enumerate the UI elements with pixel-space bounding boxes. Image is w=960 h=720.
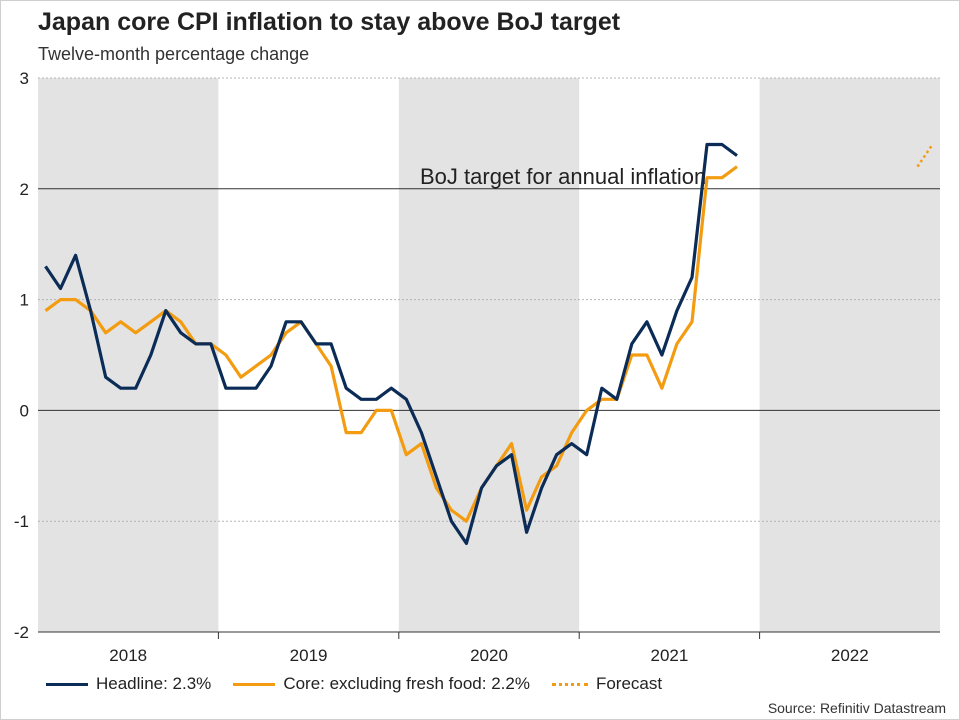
x-tick-label-2022: 2022 xyxy=(831,646,869,665)
legend-label-core: Core: excluding fresh food: 2.2% xyxy=(283,674,530,693)
y-tick-label: -1 xyxy=(14,512,29,531)
boj-target-label: BoJ target for annual inflation xyxy=(420,164,706,189)
legend-item-core: Core: excluding fresh food: 2.2% xyxy=(233,674,530,694)
shaded-band-2020 xyxy=(398,78,580,632)
shaded-band-2022 xyxy=(759,78,940,632)
x-tick-label-2018: 2018 xyxy=(109,646,147,665)
y-tick-label: 2 xyxy=(20,180,29,199)
legend-item-headline: Headline: 2.3% xyxy=(46,674,211,694)
legend-swatch-core xyxy=(233,682,276,686)
x-tick-label-2019: 2019 xyxy=(290,646,328,665)
forecast-series-line xyxy=(916,143,934,168)
legend-label-headline: Headline: 2.3% xyxy=(96,674,212,693)
y-tick-label: 3 xyxy=(20,69,29,88)
legend-swatch-headline xyxy=(46,682,88,686)
y-tick-label: 1 xyxy=(20,291,29,310)
legend-label-forecast: Forecast xyxy=(595,674,663,693)
x-tick-label-2021: 2021 xyxy=(650,646,688,665)
chart-subtitle: Twelve-month percentage change xyxy=(38,44,310,64)
headline-series-line xyxy=(44,142,738,546)
legend-item-forecast: Forecast xyxy=(551,674,663,694)
legend: Headline: 2.3% Core: excluding fresh foo… xyxy=(46,672,684,696)
source-note: Source: Refinitiv Datastream xyxy=(767,700,946,716)
x-tick-label-2020: 2020 xyxy=(470,646,508,665)
y-tick-label: -2 xyxy=(14,623,29,642)
legend-swatch-forecast xyxy=(551,682,588,686)
shaded-band-2018 xyxy=(38,78,219,632)
chart-title: Japan core CPI inflation to stay above B… xyxy=(38,8,621,36)
y-tick-label: 0 xyxy=(20,401,29,420)
